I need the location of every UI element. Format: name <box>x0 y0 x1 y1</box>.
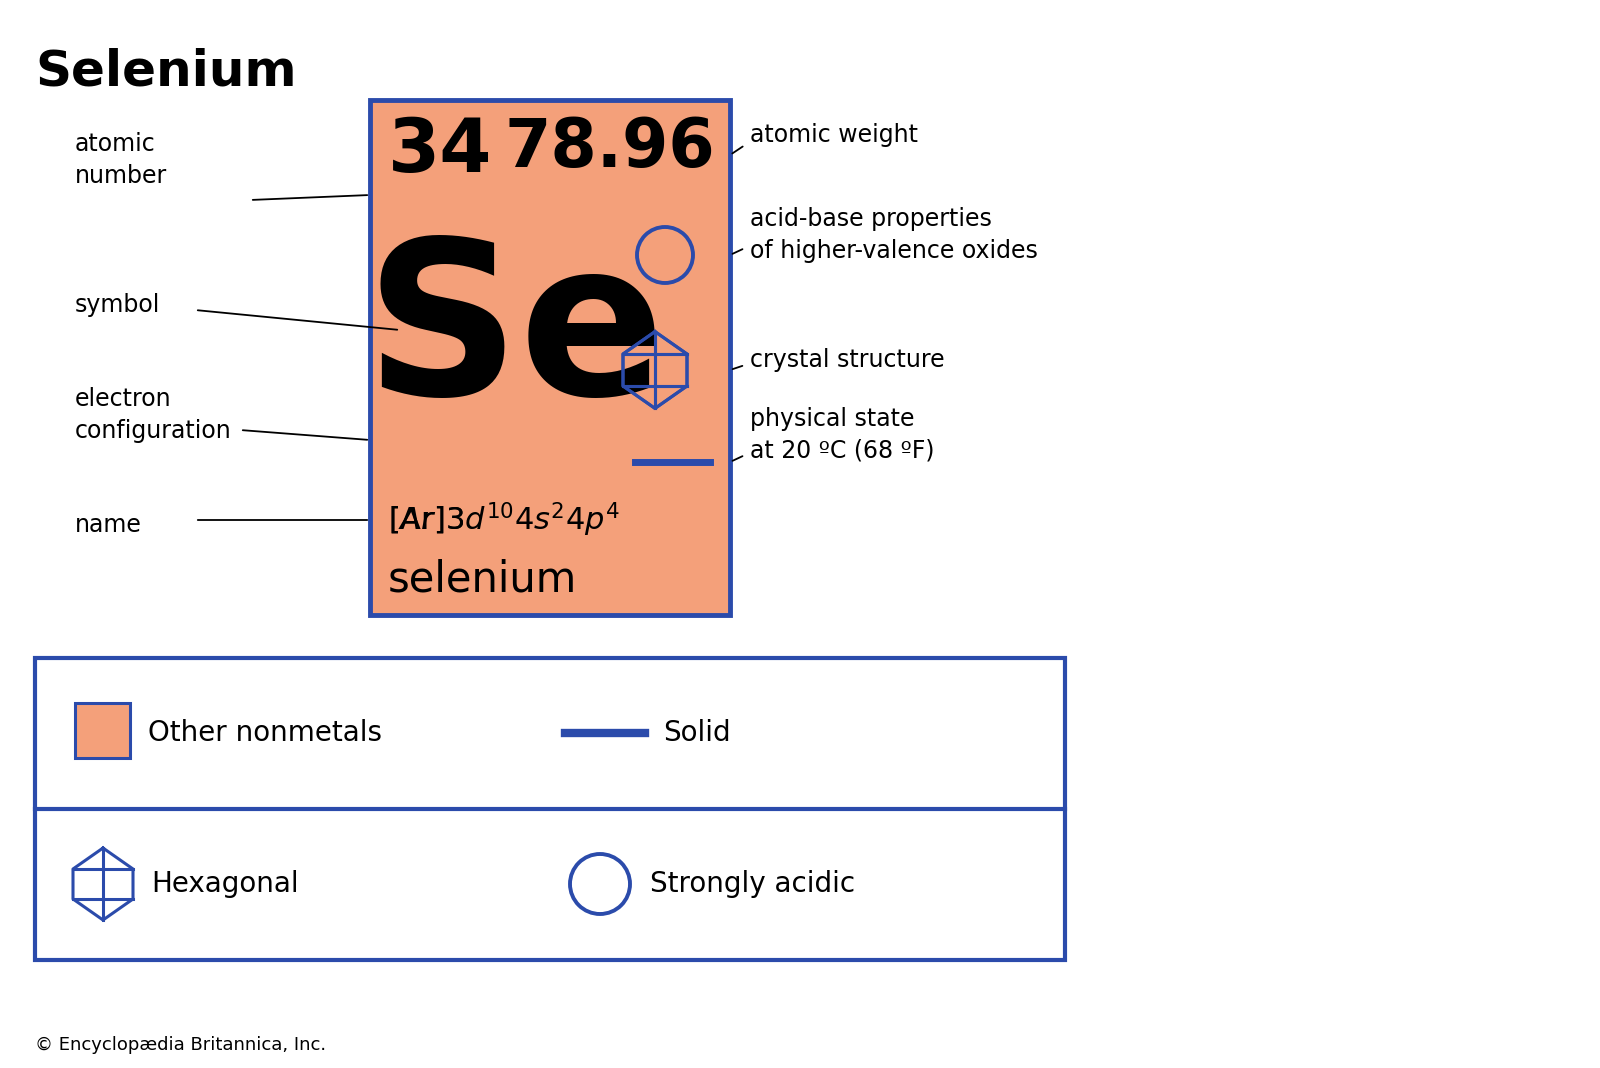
Text: © Encyclopædia Britannica, Inc.: © Encyclopædia Britannica, Inc. <box>35 1036 326 1054</box>
Text: Hexagonal: Hexagonal <box>150 870 299 898</box>
Text: acid-base properties
of higher-valence oxides: acid-base properties of higher-valence o… <box>750 207 1038 263</box>
Bar <box>370 100 730 615</box>
Text: Selenium: Selenium <box>35 48 296 96</box>
Text: Solid: Solid <box>662 719 731 747</box>
Text: atomic
number: atomic number <box>75 132 168 188</box>
Text: Other nonmetals: Other nonmetals <box>147 719 382 747</box>
Text: atomic weight: atomic weight <box>750 123 918 147</box>
Text: selenium: selenium <box>387 559 578 601</box>
Bar <box>75 703 130 758</box>
Text: electron
configuration: electron configuration <box>75 388 232 443</box>
Text: crystal structure: crystal structure <box>750 348 944 372</box>
Text: 34: 34 <box>387 115 493 188</box>
Text: $\mathregular{[Ar]3}$: $\mathregular{[Ar]3}$ <box>387 505 464 535</box>
Text: physical state
at 20 ºC (68 ºF): physical state at 20 ºC (68 ºF) <box>750 407 934 462</box>
Text: 78.96: 78.96 <box>504 115 715 180</box>
Text: name: name <box>75 513 142 537</box>
Text: Strongly acidic: Strongly acidic <box>650 870 854 898</box>
Text: symbol: symbol <box>75 293 160 317</box>
Bar <box>35 658 1066 960</box>
Text: $[Ar]3d^{10}4s^{2}4p^{4}$: $[Ar]3d^{10}4s^{2}4p^{4}$ <box>387 501 619 539</box>
Text: Se: Se <box>365 231 666 440</box>
